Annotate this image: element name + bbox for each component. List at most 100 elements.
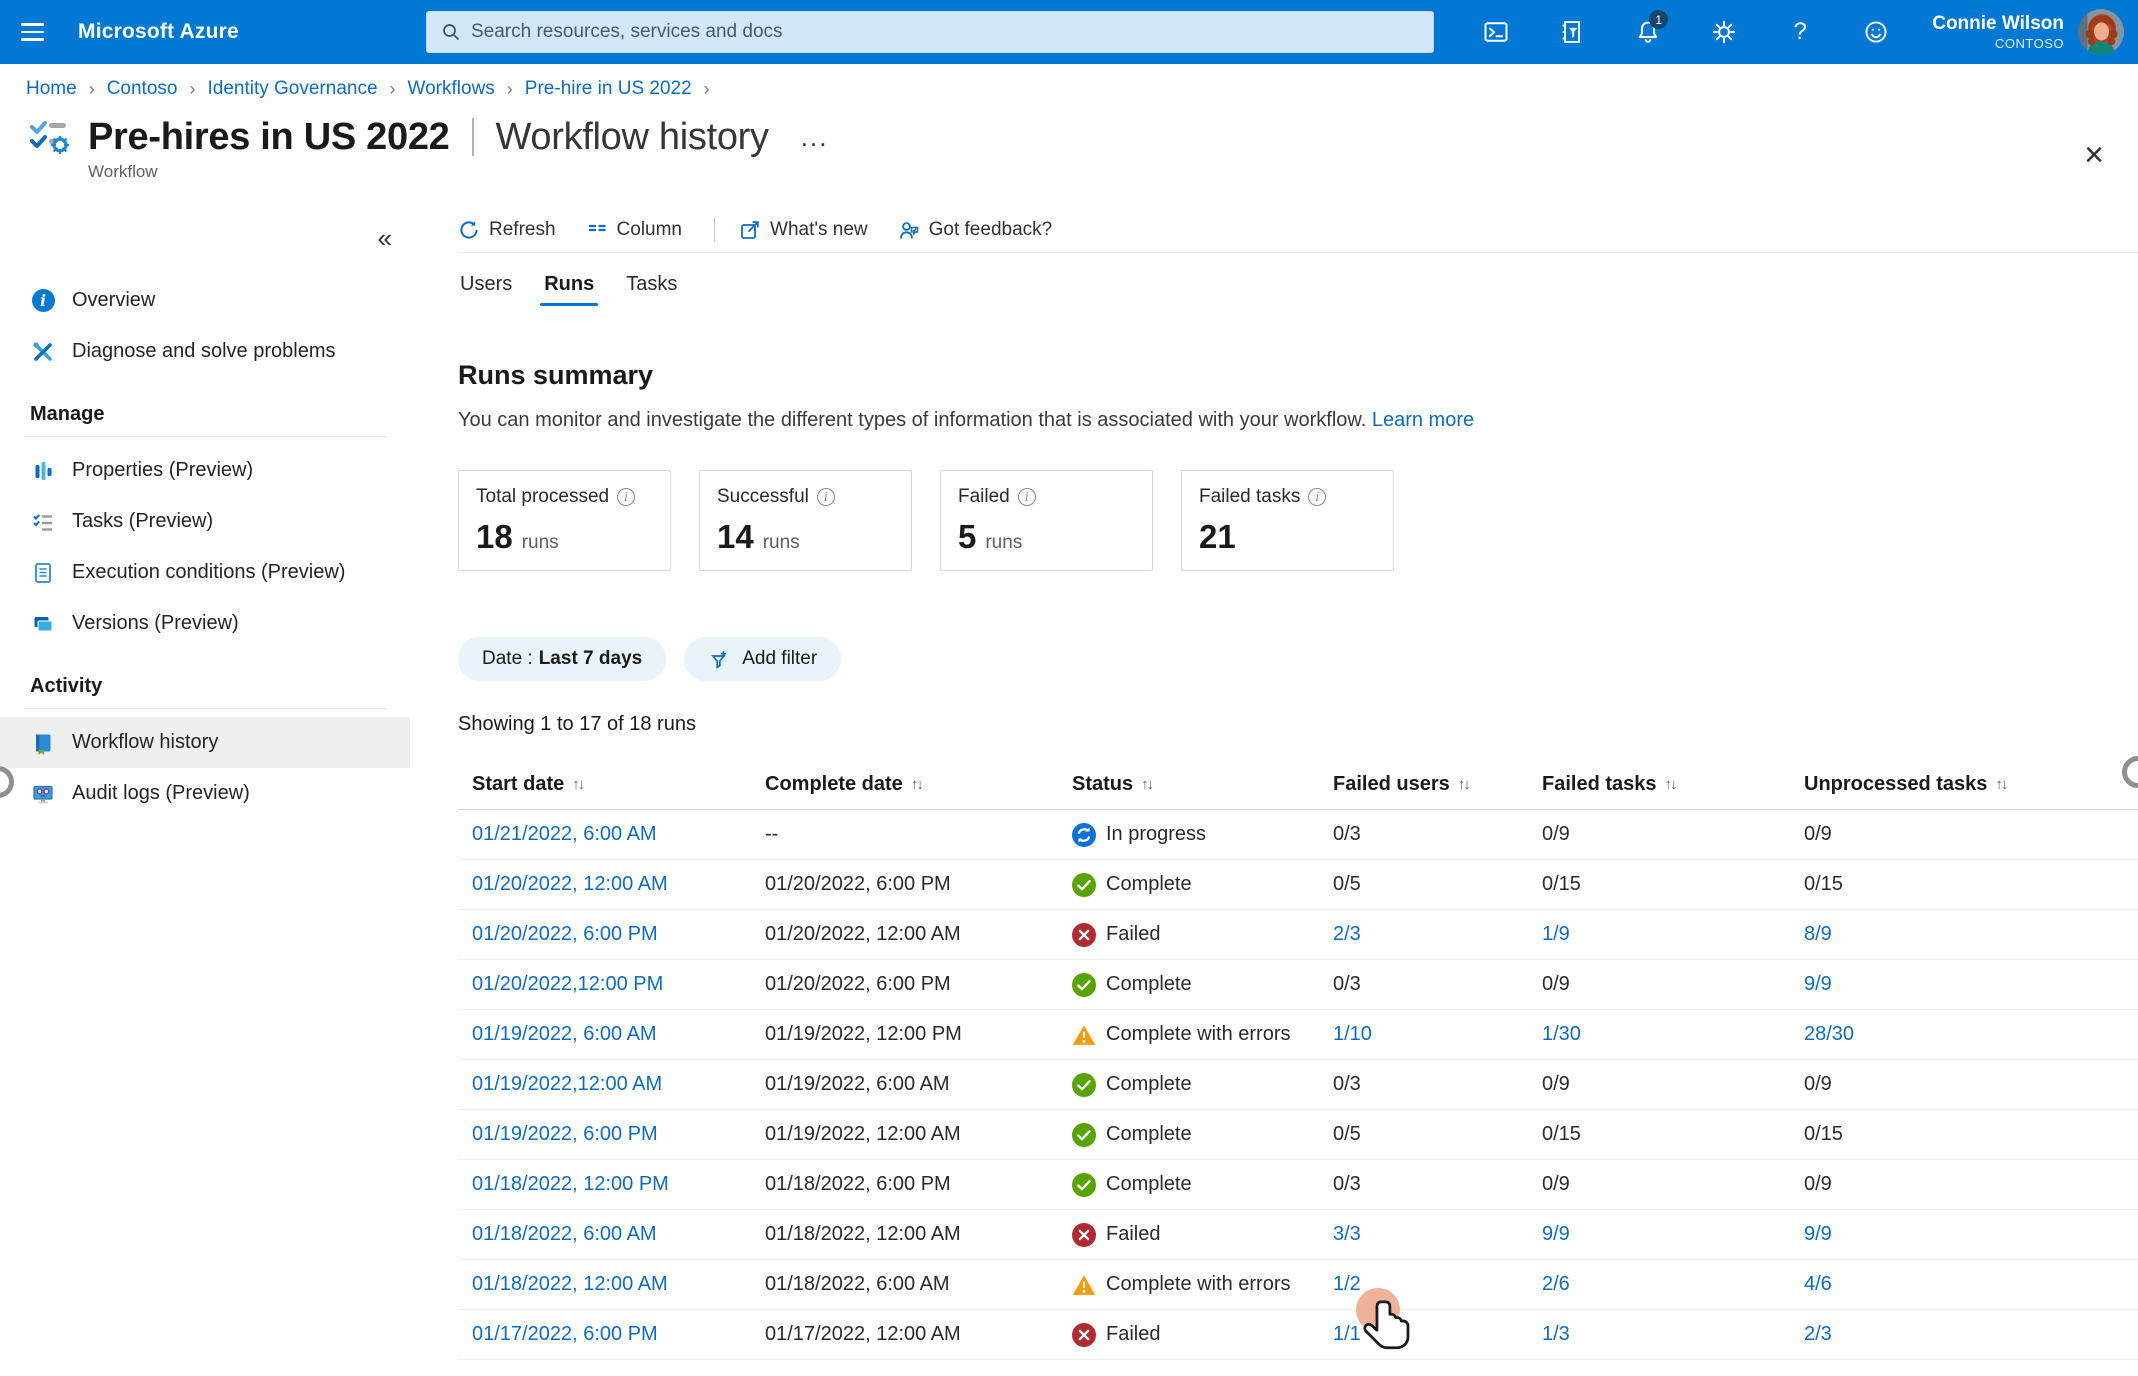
info-icon[interactable]: i (1308, 488, 1327, 506)
breadcrumb-contoso[interactable]: Contoso (106, 78, 178, 99)
directory-filter-icon[interactable] (1550, 0, 1594, 64)
audit-monitor-icon (30, 781, 56, 807)
info-icon[interactable]: i (617, 488, 636, 506)
failed-tasks-cell: 0/9 (1542, 1173, 1570, 1195)
sidebar-item-execution-conditions[interactable]: Execution conditions (Preview) (0, 547, 410, 598)
info-icon[interactable]: i (816, 488, 835, 506)
column-failed-users[interactable]: Failed users ↑↓ (1333, 773, 1471, 795)
failed-users-cell[interactable]: 1/2 (1333, 1273, 1361, 1295)
sort-icon: ↑↓ (572, 776, 585, 793)
date-filter-pill[interactable]: Date : Last 7 days (458, 637, 667, 681)
search-input[interactable] (471, 21, 1419, 43)
column-complete-date[interactable]: Complete date ↑↓ (765, 773, 924, 795)
right-edge-circle (2122, 756, 2138, 788)
start-date-link[interactable]: 01/20/2022, 12:00 AM (472, 873, 668, 895)
sort-icon: ↑↓ (1995, 776, 2008, 793)
global-search[interactable] (426, 11, 1434, 53)
refresh-button[interactable]: Refresh (458, 219, 556, 241)
account-menu[interactable]: Connie Wilson CONTOSO (1932, 12, 2064, 52)
start-date-link[interactable]: 01/19/2022, 6:00 PM (472, 1123, 658, 1145)
hamburger-menu-icon[interactable] (0, 0, 64, 64)
complete-date-cell: 01/20/2022, 6:00 PM (765, 973, 951, 995)
failed-tasks-cell[interactable]: 1/3 (1542, 1323, 1570, 1345)
learn-more-link[interactable]: Learn more (1371, 409, 1475, 431)
sidebar-collapse-button[interactable]: « (377, 223, 392, 253)
start-date-link[interactable]: 01/20/2022, 6:00 PM (472, 923, 658, 945)
start-date-link[interactable]: 01/18/2022, 12:00 AM (472, 1273, 668, 1295)
close-icon[interactable]: × (2084, 136, 2104, 174)
breadcrumb-identity-governance[interactable]: Identity Governance (207, 78, 378, 99)
failed-users-cell[interactable]: 1/1 (1333, 1323, 1361, 1345)
failed-users-cell[interactable]: 1/10 (1333, 1023, 1372, 1045)
column-start-date[interactable]: Start date ↑↓ (472, 773, 585, 795)
start-date-link[interactable]: 01/20/2022,12:00 PM (472, 973, 664, 995)
whats-new-button[interactable]: What's new (739, 219, 868, 241)
column-failed-tasks[interactable]: Failed tasks ↑↓ (1542, 773, 1678, 795)
breadcrumb-pre-hire[interactable]: Pre-hire in US 2022 (524, 78, 692, 99)
start-date-link[interactable]: 01/19/2022, 6:00 AM (472, 1023, 657, 1045)
sidebar-item-audit-logs[interactable]: Audit logs (Preview) (0, 768, 410, 819)
table-row: 01/20/2022, 6:00 PM 01/20/2022, 12:00 AM… (458, 910, 2138, 960)
breadcrumb-workflows[interactable]: Workflows (407, 78, 495, 99)
status-label: Complete (1106, 1073, 1192, 1095)
azure-brand[interactable]: Microsoft Azure (78, 20, 239, 43)
start-date-link[interactable]: 01/17/2022, 6:00 PM (472, 1323, 658, 1345)
complete-date-cell: 01/17/2022, 12:00 AM (765, 1323, 961, 1345)
sidebar-item-tasks[interactable]: Tasks (Preview) (0, 496, 410, 547)
tab-runs[interactable]: Runs (540, 267, 599, 312)
failed-tasks-cell[interactable]: 2/6 (1542, 1273, 1570, 1295)
column-button[interactable]: Column (586, 219, 682, 241)
breadcrumb-home[interactable]: Home (26, 78, 77, 99)
sidebar-item-workflow-history[interactable]: Workflow history (0, 717, 410, 768)
failed-users-cell: 0/3 (1333, 1073, 1361, 1095)
page-title: Pre-hires in US 2022 (88, 115, 450, 158)
versions-stack-icon (30, 611, 56, 637)
failed-status-icon (1072, 1322, 1096, 1347)
start-date-link[interactable]: 01/21/2022, 6:00 AM (472, 823, 657, 845)
unprocessed-tasks-cell[interactable]: 28/30 (1804, 1023, 1855, 1045)
toolbar-divider (714, 217, 716, 242)
column-unprocessed-tasks[interactable]: Unprocessed tasks ↑↓ (1804, 773, 2008, 795)
column-status[interactable]: Status ↑↓ (1072, 773, 1154, 795)
sidebar-item-versions[interactable]: Versions (Preview) (0, 598, 410, 649)
avatar[interactable] (2078, 9, 2124, 55)
unprocessed-tasks-cell: 0/15 (1804, 1123, 1843, 1145)
help-icon[interactable]: ? (1793, 18, 1807, 45)
unprocessed-tasks-cell[interactable]: 8/9 (1804, 923, 1832, 945)
failed-tasks-cell[interactable]: 1/9 (1542, 923, 1570, 945)
info-icon[interactable]: i (1017, 488, 1036, 506)
cloud-shell-icon[interactable] (1474, 0, 1518, 64)
start-date-link[interactable]: 01/18/2022, 12:00 PM (472, 1173, 669, 1195)
table-body: 01/21/2022, 6:00 AM -- In progress 0/3 0… (458, 810, 2138, 1360)
unprocessed-tasks-cell[interactable]: 4/6 (1804, 1273, 1832, 1295)
tab-users[interactable]: Users (460, 273, 513, 295)
unprocessed-tasks-cell[interactable]: 2/3 (1804, 1323, 1832, 1345)
failed-users-cell[interactable]: 3/3 (1333, 1223, 1361, 1245)
complete-status-icon (1072, 972, 1096, 997)
runs-table: Start date ↑↓ Complete date ↑↓ Status ↑↓ Fa… (458, 760, 2138, 1360)
more-menu-button[interactable]: ... (800, 121, 829, 152)
start-date-link[interactable]: 01/18/2022, 6:00 AM (472, 1223, 657, 1245)
sidebar-item-overview[interactable]: i Overview (0, 275, 410, 326)
failed-users-cell[interactable]: 2/3 (1333, 923, 1361, 945)
settings-gear-icon[interactable] (1702, 0, 1746, 64)
feedback-button[interactable]: Got feedback? (898, 219, 1052, 241)
document-icon (30, 560, 56, 586)
notifications-bell-icon[interactable]: 1 (1626, 0, 1670, 64)
status-label: Complete (1106, 1123, 1192, 1145)
feedback-smiley-icon[interactable] (1854, 0, 1898, 64)
sidebar-item-diagnose[interactable]: Diagnose and solve problems (0, 326, 410, 377)
unprocessed-tasks-cell[interactable]: 9/9 (1804, 973, 1832, 995)
info-icon: i (30, 288, 56, 314)
external-link-icon (741, 220, 759, 239)
tab-tasks[interactable]: Tasks (626, 273, 678, 295)
add-filter-pill[interactable]: Add filter (684, 637, 842, 681)
notification-badge: 1 (1649, 10, 1669, 29)
warning-status-icon (1072, 1023, 1096, 1047)
add-filter-icon (711, 651, 727, 669)
failed-tasks-cell[interactable]: 1/30 (1542, 1023, 1581, 1045)
sidebar-item-properties[interactable]: Properties (Preview) (0, 445, 410, 496)
start-date-link[interactable]: 01/19/2022,12:00 AM (472, 1073, 663, 1095)
failed-tasks-cell[interactable]: 9/9 (1542, 1223, 1570, 1245)
unprocessed-tasks-cell[interactable]: 9/9 (1804, 1223, 1832, 1245)
